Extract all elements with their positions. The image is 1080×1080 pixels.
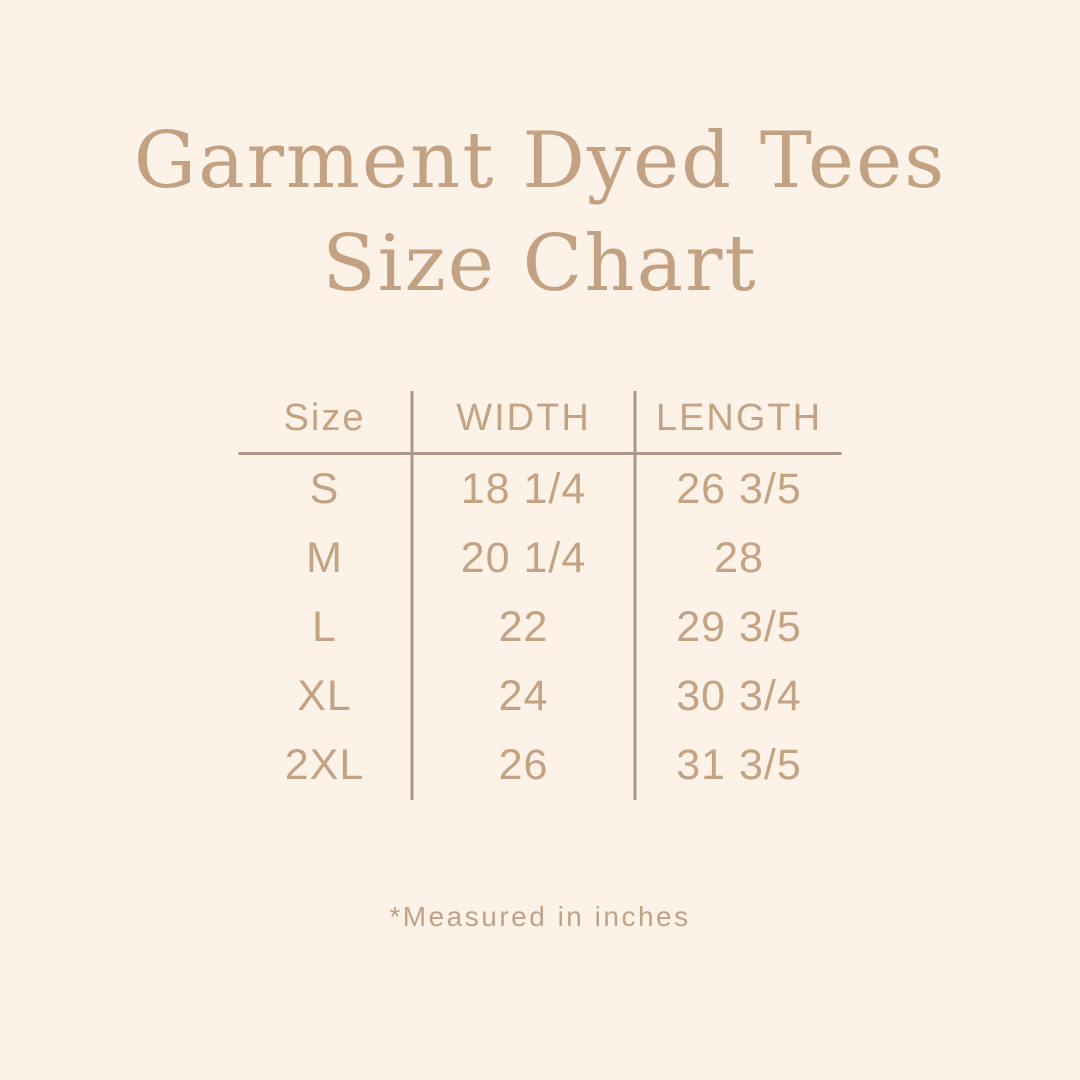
page-title: Garment Dyed Tees Size Chart [0, 110, 1080, 316]
size-cell: XL [239, 662, 414, 731]
length-cell: 26 3/5 [676, 465, 802, 513]
size-table: Size WIDTH LENGTH S 18 1/4 26 3/5 M 20 1… [238, 391, 842, 800]
width-cell: 22 [414, 593, 637, 662]
length-cell: 30 3/4 [676, 672, 802, 720]
width-cell: 24 [414, 662, 637, 731]
width-cell: 20 1/4 [414, 524, 637, 593]
size-cell: L [239, 593, 414, 662]
size-cell: 2XL [239, 731, 414, 800]
page-title-line1: Garment Dyed Tees [133, 116, 947, 206]
size-cell: M [239, 524, 414, 593]
length-cell: 29 3/5 [676, 603, 802, 651]
size-cell: S [239, 455, 414, 524]
measurement-note: *Measured in inches [389, 901, 691, 932]
column-header-size: Size [238, 391, 414, 455]
width-cell: 26 [414, 731, 637, 800]
column-header-length: LENGTH [636, 391, 842, 455]
length-cell: 31 3/5 [676, 741, 802, 789]
length-cell: 28 [714, 534, 764, 582]
column-header-width: WIDTH [413, 391, 637, 455]
width-cell: 18 1/4 [414, 455, 637, 524]
page-title-line2: Size Chart [322, 218, 758, 309]
